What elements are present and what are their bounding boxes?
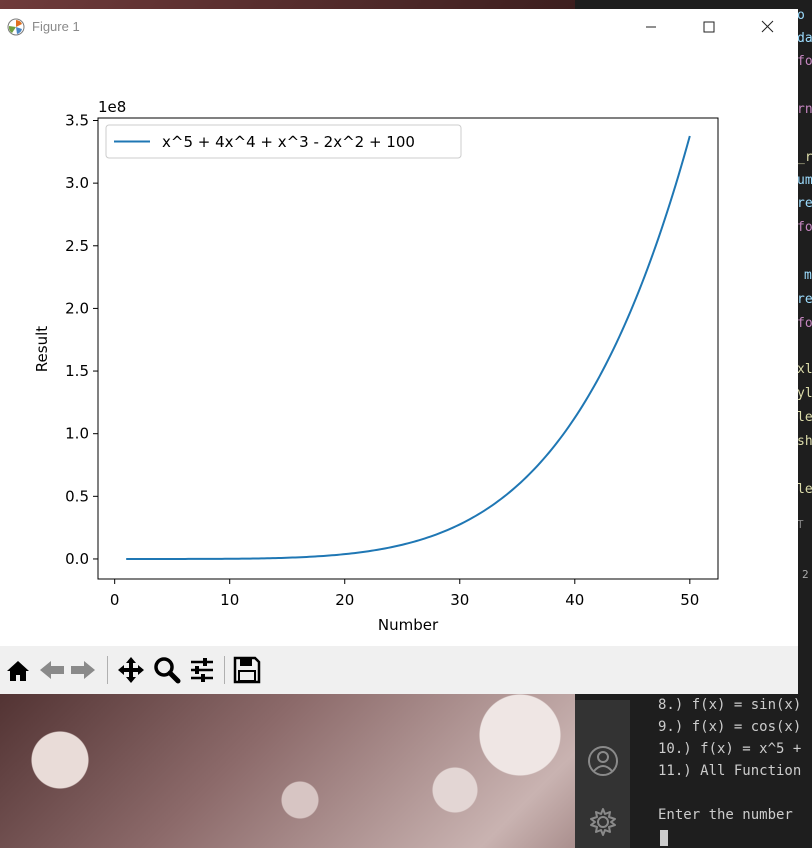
code-fragment: _r bbox=[797, 150, 812, 165]
code-fragment: m bbox=[804, 268, 812, 283]
code-fragment: 2 bbox=[802, 568, 809, 581]
code-fragment: fo bbox=[797, 316, 812, 331]
save-icon[interactable] bbox=[233, 656, 261, 684]
terminal-line: Enter the number bbox=[658, 807, 802, 823]
toolbar-separator bbox=[107, 656, 108, 684]
y-tick-label: 0.0 bbox=[65, 550, 89, 568]
figure-window: Figure 1 0.0 0.5 1.0 1.5 2.0 2.5 3.0 3.5 0 10 20 3… bbox=[0, 9, 798, 694]
code-fragment: re bbox=[797, 196, 812, 211]
code-fragment: rn bbox=[797, 102, 812, 117]
account-icon[interactable] bbox=[586, 744, 620, 778]
code-fragment: sh bbox=[797, 434, 812, 449]
title-bar[interactable]: Figure 1 bbox=[0, 9, 798, 45]
maximize-icon bbox=[703, 21, 715, 33]
code-fragment: T bbox=[797, 518, 804, 531]
code-fragment: um bbox=[797, 173, 812, 188]
y-tick-label: 2.5 bbox=[65, 237, 89, 255]
forward-icon[interactable] bbox=[69, 656, 97, 684]
close-icon bbox=[761, 20, 774, 33]
y-tick-label: 0.5 bbox=[65, 487, 89, 505]
close-button[interactable] bbox=[738, 9, 796, 45]
zoom-icon[interactable] bbox=[153, 656, 181, 684]
code-fragment: o bbox=[797, 8, 805, 23]
terminal-line: 10.) f(x) = x^5 + bbox=[658, 741, 802, 757]
terminal-line: 11.) All Function bbox=[658, 763, 802, 779]
y-offset-label: 1e8 bbox=[98, 98, 126, 116]
maximize-button[interactable] bbox=[680, 9, 738, 45]
code-fragment: fo bbox=[797, 54, 812, 69]
toolbar-separator bbox=[224, 656, 225, 684]
legend-label: x^5 + 4x^4 + x^3 - 2x^2 + 100 bbox=[162, 133, 415, 151]
configure-subplots-icon[interactable] bbox=[188, 656, 216, 684]
x-axis-ticks: 0 10 20 30 40 50 bbox=[110, 579, 699, 609]
x-axis-label: Number bbox=[378, 616, 439, 634]
navigation-toolbar bbox=[0, 646, 798, 694]
y-tick-label: 1.5 bbox=[65, 362, 89, 380]
terminal-line: 8.) f(x) = sin(x) bbox=[658, 697, 802, 713]
back-icon[interactable] bbox=[38, 656, 66, 684]
legend: x^5 + 4x^4 + x^3 - 2x^2 + 100 bbox=[105, 124, 462, 159]
axes-frame bbox=[97, 117, 719, 580]
y-axis-label: Result bbox=[33, 326, 51, 372]
x-tick-label: 30 bbox=[450, 591, 469, 609]
x-tick-label: 50 bbox=[680, 591, 699, 609]
matplotlib-app-icon bbox=[7, 18, 25, 36]
terminal-line: 9.) f(x) = cos(x) bbox=[658, 719, 802, 735]
series-line bbox=[126, 135, 691, 560]
x-tick-label: 10 bbox=[220, 591, 239, 609]
terminal-cursor bbox=[660, 830, 668, 846]
code-fragment: fo bbox=[797, 220, 812, 235]
y-axis-ticks: 0.0 0.5 1.0 1.5 2.0 2.5 3.0 3.5 bbox=[65, 112, 98, 568]
y-tick-label: 2.0 bbox=[65, 299, 89, 317]
window-title: Figure 1 bbox=[32, 19, 80, 34]
y-tick-label: 3.5 bbox=[65, 112, 89, 130]
code-fragment: da bbox=[797, 31, 812, 46]
code-fragment: le bbox=[797, 410, 812, 425]
code-fragment: re bbox=[797, 292, 812, 307]
plot-canvas: 0.0 0.5 1.0 1.5 2.0 2.5 3.0 3.5 0 10 20 30 40 50 1e8… bbox=[33, 98, 719, 634]
x-tick-label: 20 bbox=[335, 591, 354, 609]
x-tick-label: 0 bbox=[110, 591, 120, 609]
minimize-button[interactable] bbox=[622, 9, 680, 45]
home-icon[interactable] bbox=[5, 656, 31, 684]
y-tick-label: 1.0 bbox=[65, 425, 89, 443]
legend-box bbox=[105, 124, 462, 159]
code-fragment: xl bbox=[797, 362, 812, 377]
y-tick-label: 3.0 bbox=[65, 174, 89, 192]
x-tick-label: 40 bbox=[565, 591, 584, 609]
code-fragment: yl bbox=[797, 386, 812, 401]
gear-icon[interactable] bbox=[586, 805, 620, 839]
pan-icon[interactable] bbox=[116, 656, 146, 684]
code-fragment: le bbox=[797, 482, 812, 497]
